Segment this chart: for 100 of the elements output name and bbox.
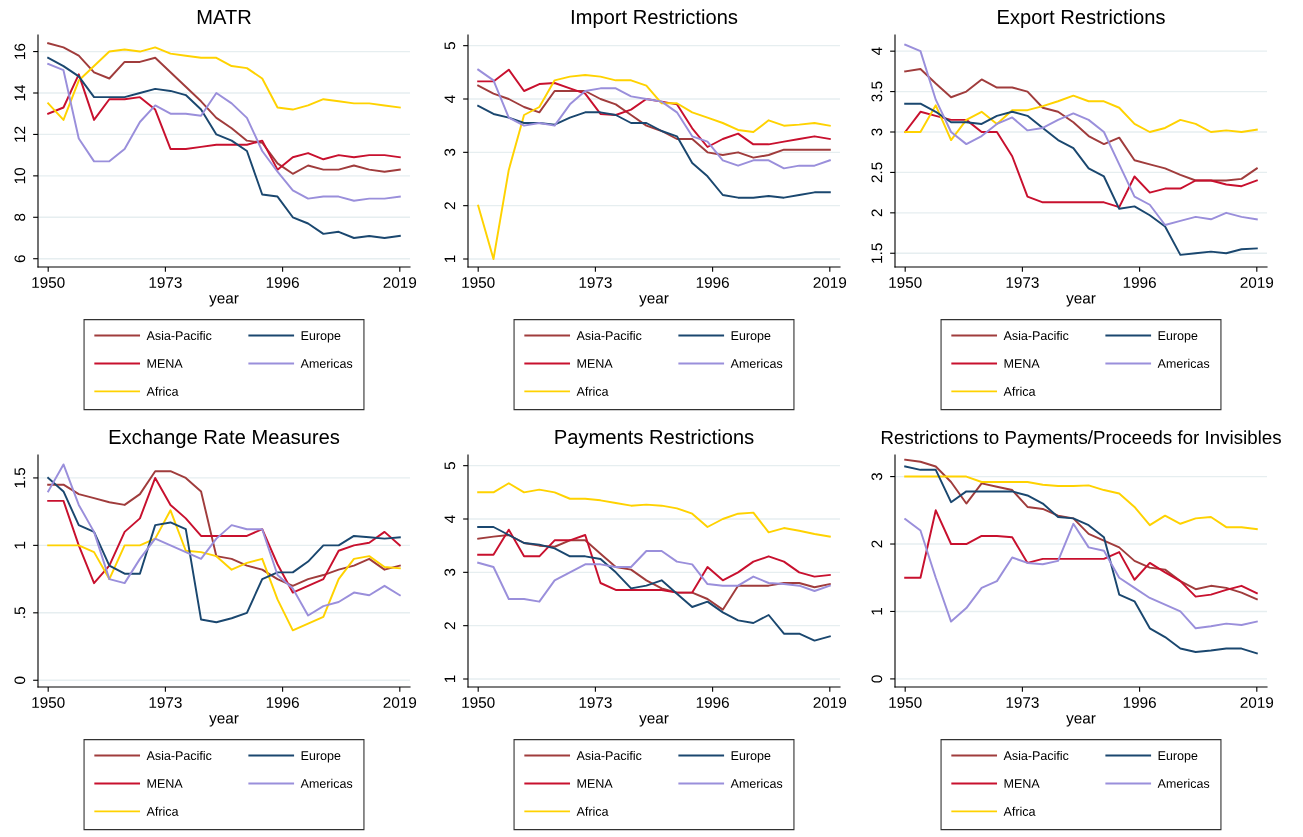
legend-label: Asia-Pacific [1003, 330, 1069, 341]
x-axis-title: year [209, 715, 239, 727]
legend-label: Europe [301, 331, 341, 343]
y-tick-label: 5 [444, 42, 456, 50]
x-tick-label: 1996 [696, 277, 729, 288]
line-series [47, 509, 401, 632]
chart-title: MATR [197, 10, 251, 24]
legend-label: Americas [300, 778, 353, 788]
chart-title: Payments Restrictions [555, 429, 754, 449]
y-tick-label: 1 [444, 255, 456, 263]
legend-label: Asia-Pacific [576, 330, 642, 341]
chart-title: Export Restrictions [998, 9, 1165, 29]
y-tick-label: 6 [14, 255, 26, 263]
legend-label: Africa [1003, 806, 1036, 816]
legend-label: MENA [147, 779, 183, 788]
line-series [47, 56, 401, 239]
x-axis-title: year [1066, 715, 1096, 727]
legend-label: Africa [146, 386, 179, 396]
legend-label: Asia-Pacific [146, 750, 212, 761]
y-tick-label: 1.5 [14, 467, 26, 488]
legend-label: Europe [731, 751, 771, 763]
x-tick-label: 1950 [32, 697, 65, 708]
y-tick-label: 1 [14, 541, 26, 549]
line-series [477, 482, 831, 538]
line-series [47, 73, 401, 171]
x-tick-label: 1973 [579, 277, 612, 288]
line-series [477, 528, 831, 594]
legend-label: Africa [1003, 386, 1036, 396]
x-tick-label: 2019 [383, 277, 417, 288]
legend-label: Africa [576, 386, 609, 396]
y-tick-label: 1 [871, 607, 883, 615]
x-tick-label: 2019 [1240, 277, 1274, 288]
legend-label: Europe [301, 751, 341, 763]
y-tick-label: 2 [871, 540, 883, 548]
legend-label: Asia-Pacific [576, 750, 642, 761]
legend-label: Europe [1158, 331, 1198, 343]
line-series [477, 550, 831, 603]
line-series [904, 518, 1258, 630]
line-series [477, 68, 831, 148]
chart-title: Restrictions to Payments/Proceeds for Invisibles [881, 430, 1281, 448]
legend-label: Asia-Pacific [1003, 750, 1069, 761]
y-tick-label: 3 [871, 128, 883, 136]
y-tick-label: 14 [14, 84, 26, 101]
x-axis-title: year [639, 715, 669, 727]
legend-label: MENA [147, 359, 183, 368]
line-series [904, 94, 1258, 142]
legend-label: MENA [577, 779, 613, 788]
x-tick-label: 1950 [32, 277, 65, 288]
x-tick-label: 1950 [889, 697, 922, 708]
y-tick-label: 3 [444, 568, 456, 576]
x-tick-label: 2019 [1240, 697, 1274, 708]
legend-label: MENA [577, 359, 613, 368]
line-series [477, 104, 831, 199]
y-tick-label: 0 [14, 676, 26, 684]
legend-label: Americas [730, 358, 783, 368]
x-tick-label: 1973 [1006, 277, 1039, 288]
x-tick-label: 1973 [579, 697, 612, 708]
x-axis-title: year [1066, 295, 1096, 307]
x-axis-title: year [209, 295, 239, 307]
x-tick-label: 1996 [1123, 697, 1156, 708]
y-tick-label: 5 [444, 462, 456, 470]
legend-label: Africa [576, 806, 609, 816]
legend-label: MENA [1004, 779, 1040, 788]
line-series [904, 465, 1258, 655]
y-tick-label: .5 [14, 607, 26, 618]
y-tick-label: 3 [871, 473, 883, 481]
y-tick-label: 10 [14, 167, 26, 184]
line-series [47, 63, 401, 202]
legend-label: Asia-Pacific [146, 330, 212, 341]
y-tick-label: 2 [444, 202, 456, 210]
line-series [477, 526, 831, 642]
line-series [47, 46, 401, 121]
line-series [904, 458, 1258, 601]
line-series [904, 67, 1258, 182]
y-tick-label: 4 [871, 47, 883, 56]
y-tick-label: 3.5 [871, 81, 883, 102]
line-series [477, 84, 831, 159]
x-tick-label: 1996 [266, 277, 299, 288]
chart-title: Import Restrictions [571, 9, 738, 29]
line-series [904, 475, 1258, 531]
legend-label: Americas [730, 778, 783, 788]
x-axis-title: year [639, 295, 669, 307]
line-series [477, 74, 831, 260]
y-tick-label: 1 [444, 675, 456, 683]
legend-label: Europe [1158, 751, 1198, 763]
y-tick-label: 12 [14, 126, 26, 142]
y-tick-label: 8 [14, 213, 26, 221]
x-tick-label: 1973 [1006, 697, 1039, 708]
line-series [904, 102, 1258, 256]
legend-label: Americas [1157, 778, 1210, 788]
x-tick-label: 1996 [696, 697, 729, 708]
legend-label: Europe [731, 331, 771, 343]
x-tick-label: 1973 [149, 277, 182, 288]
line-series [904, 43, 1258, 226]
y-tick-label: 16 [14, 43, 26, 59]
x-tick-label: 2019 [813, 277, 847, 288]
legend-label: Africa [146, 806, 179, 816]
line-series [904, 110, 1258, 209]
x-tick-label: 1950 [462, 277, 495, 288]
x-tick-label: 2019 [383, 697, 417, 708]
